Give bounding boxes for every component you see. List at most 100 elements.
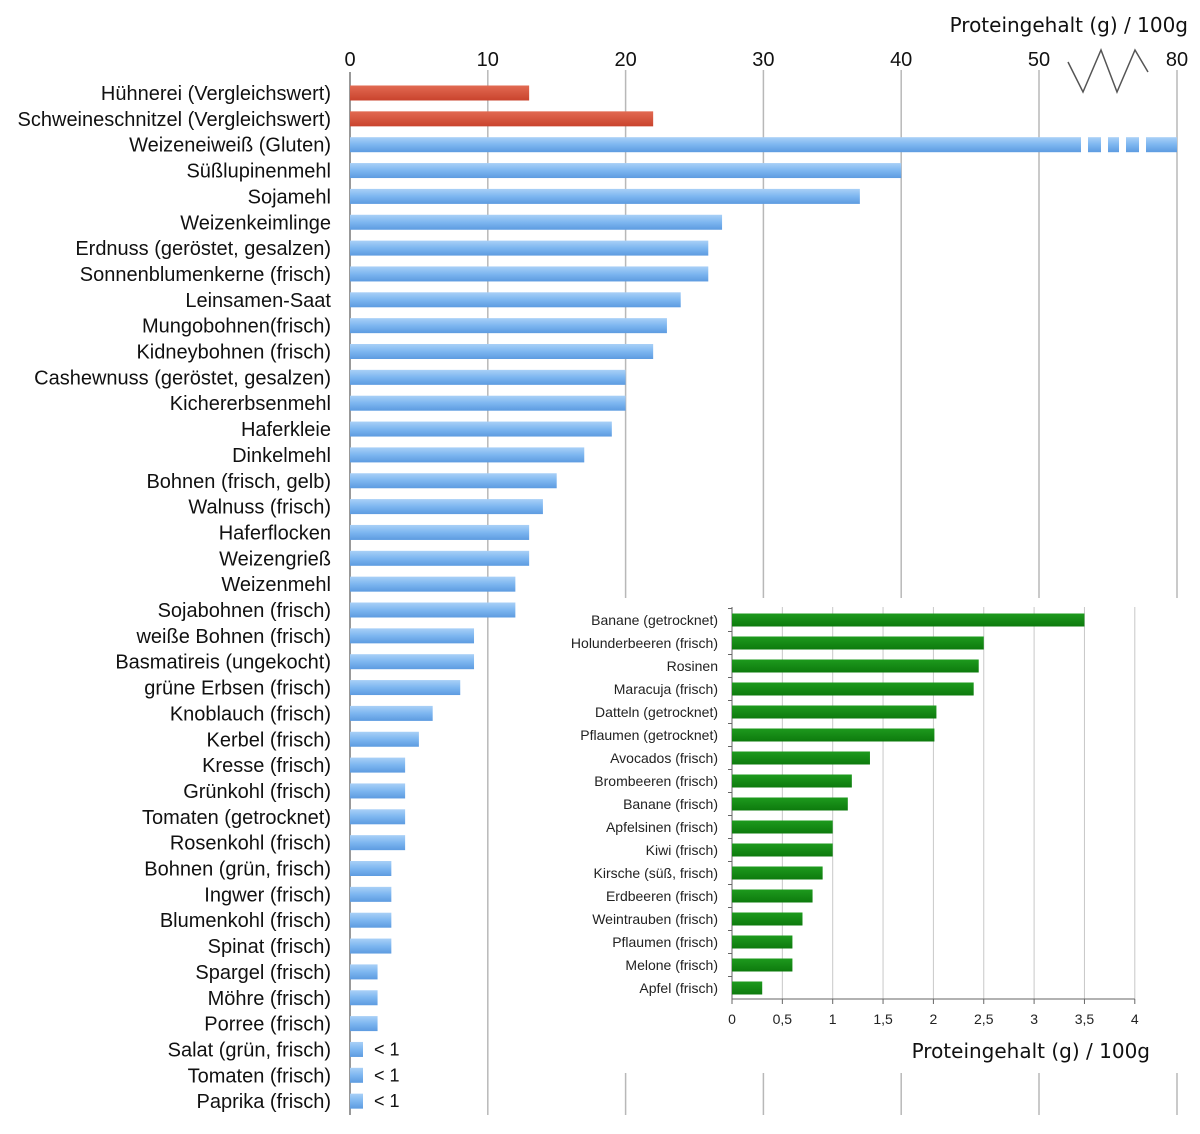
- main-bar: [350, 163, 902, 179]
- inset-bar: [732, 889, 813, 903]
- inset-bar: [732, 820, 833, 834]
- main-category-label: Sonnenblumenkerne (frisch): [80, 264, 331, 286]
- main-category-label: Spinat (frisch): [208, 936, 331, 958]
- main-bars: [350, 85, 1177, 1109]
- main-bar: [350, 602, 516, 618]
- main-category-label: Bohnen (frisch, gelb): [146, 471, 331, 493]
- main-x-tick-labels: 0 10 20 30 40 50 80: [344, 49, 1188, 71]
- main-category-label: Leinsamen-Saat: [185, 290, 331, 312]
- inset-bar: [732, 797, 848, 811]
- inset-x-tick-label: 4: [1131, 1011, 1139, 1027]
- main-category-label: Weizenmehl: [221, 574, 331, 596]
- inset-x-tick-label: 1: [829, 1011, 837, 1027]
- main-x-tick-label: 50: [1028, 49, 1050, 71]
- main-x-tick-label: 80: [1166, 49, 1188, 71]
- main-category-label: Haferkleie: [241, 419, 331, 441]
- main-category-label: weiße Bohnen (frisch): [135, 626, 331, 648]
- main-bar: [350, 731, 419, 747]
- inset-x-tick-label: 1,5: [873, 1011, 893, 1027]
- inset-bars: [728, 608, 1085, 995]
- main-annotations: < 1 < 1 < 1: [374, 1039, 400, 1111]
- main-bar: [350, 240, 709, 256]
- inset-bar: [732, 774, 852, 788]
- inset-x-tick-label: 0,5: [773, 1011, 793, 1027]
- main-bar: [350, 85, 530, 101]
- inset-bar: [732, 935, 793, 949]
- inset-category-label: Pflaumen (frisch): [612, 934, 718, 950]
- inset-bar: [732, 912, 803, 926]
- inset-category-label: Banane (frisch): [623, 796, 718, 812]
- main-bar: [350, 214, 723, 230]
- main-bar: [350, 705, 433, 721]
- bar-break-gap: [1101, 136, 1108, 154]
- inset-category-label: Kiwi (frisch): [646, 842, 718, 858]
- main-bar: [350, 266, 709, 282]
- inset-category-labels: Banane (getrocknet) Holunderbeeren (frisc…: [571, 612, 718, 996]
- inset-background: [550, 598, 1190, 1073]
- main-bar: [350, 990, 378, 1006]
- inset-x-tick-label: 2: [930, 1011, 938, 1027]
- bar-break-gap: [1081, 136, 1088, 154]
- main-bar: [350, 550, 530, 566]
- inset-bar: [732, 682, 974, 696]
- inset-bar: [732, 659, 979, 673]
- inset-bar: [732, 981, 763, 995]
- inset-bar: [732, 958, 793, 972]
- main-bar: [350, 318, 667, 334]
- inset-bar: [732, 843, 833, 857]
- main-bar: [350, 499, 543, 515]
- main-category-label: Süßlupinenmehl: [186, 161, 331, 183]
- main-category-label: Hühnerei (Vergleichswert): [101, 83, 331, 105]
- inset-category-label: Datteln (getrocknet): [595, 704, 718, 720]
- inset-category-label: Apfelsinen (frisch): [606, 819, 718, 835]
- main-category-label: Haferflocken: [219, 522, 331, 544]
- main-category-label: Weizengrieß: [219, 548, 331, 570]
- main-bar: [350, 835, 406, 851]
- main-category-label: Dinkelmehl: [232, 445, 331, 467]
- main-category-labels: Hühnerei (Vergleichswert) Schweineschnitz…: [18, 83, 332, 1113]
- inset-x-tick-label: 0: [728, 1011, 736, 1027]
- main-bar: [350, 1067, 363, 1083]
- main-category-label: Kichererbsenmehl: [170, 393, 331, 415]
- bar-break-gap: [1139, 136, 1146, 154]
- inset-x-tick-label: 2,5: [974, 1011, 994, 1027]
- main-category-label: grüne Erbsen (frisch): [144, 678, 331, 700]
- inset-category-label: Avocados (frisch): [610, 750, 718, 766]
- inset-bar: [732, 866, 823, 880]
- inset-bar: [732, 728, 935, 742]
- inset-category-label: Kirsche (süß, frisch): [594, 865, 718, 881]
- main-category-label: Rosenkohl (frisch): [170, 833, 331, 855]
- main-bar: [350, 524, 530, 540]
- inset-category-label: Erdbeeren (frisch): [606, 888, 718, 904]
- main-x-tick-label: 10: [477, 49, 499, 71]
- main-bar: [350, 576, 516, 592]
- main-bar: [350, 1016, 378, 1032]
- inset-bar: [732, 751, 870, 765]
- inset-category-label: Rosinen: [667, 658, 718, 674]
- main-bar: [350, 861, 392, 876]
- main-bar: [350, 680, 461, 696]
- inset-category-label: Apfel (frisch): [639, 980, 718, 996]
- inset-bar: [732, 705, 937, 719]
- main-bar: [350, 344, 654, 359]
- main-x-axis-title: Proteingehalt (g) / 100g: [950, 13, 1188, 37]
- main-category-label: Paprika (frisch): [197, 1091, 331, 1113]
- main-category-label: Kresse (frisch): [202, 755, 331, 777]
- main-bar: [350, 292, 681, 308]
- main-x-tick-label: 20: [614, 49, 636, 71]
- main-bar: [350, 783, 406, 799]
- fruit-inset-chart: Banane (getrocknet) Holunderbeeren (frisc…: [550, 598, 1190, 1073]
- inset-category-label: Brombeeren (frisch): [594, 773, 718, 789]
- main-x-tick-label: 30: [752, 49, 774, 71]
- main-category-label: Tomaten (frisch): [188, 1065, 331, 1087]
- main-category-label: Salat (grün, frisch): [168, 1039, 331, 1061]
- main-category-label: Tomaten (getrocknet): [142, 807, 331, 829]
- main-category-label: Cashewnuss (geröstet, gesalzen): [34, 367, 331, 389]
- main-bar: [350, 137, 1177, 153]
- main-category-label: Kidneybohnen (frisch): [136, 342, 331, 364]
- axis-break-marker: [1067, 48, 1149, 94]
- inset-x-tick-label: 3,5: [1075, 1011, 1095, 1027]
- main-bar: [350, 1093, 363, 1109]
- main-bar: [350, 421, 612, 437]
- main-category-label: Möhre (frisch): [208, 988, 331, 1010]
